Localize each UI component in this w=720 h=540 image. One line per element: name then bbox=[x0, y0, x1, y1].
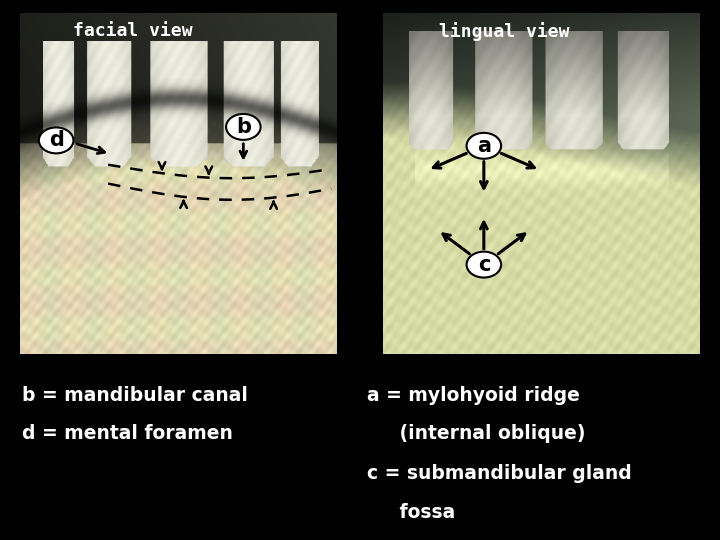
Circle shape bbox=[39, 127, 73, 153]
Text: d: d bbox=[49, 130, 63, 151]
Text: a = mylohyoid ridge: a = mylohyoid ridge bbox=[367, 386, 580, 405]
Text: fossa: fossa bbox=[367, 503, 456, 522]
Text: b = mandibular canal: b = mandibular canal bbox=[22, 386, 248, 405]
Text: facial view: facial view bbox=[73, 22, 193, 39]
Text: a: a bbox=[477, 136, 491, 156]
Circle shape bbox=[226, 114, 261, 140]
Circle shape bbox=[467, 252, 501, 278]
Text: b: b bbox=[236, 117, 251, 137]
Text: c: c bbox=[477, 254, 490, 275]
Text: (internal oblique): (internal oblique) bbox=[367, 424, 585, 443]
Text: lingual view: lingual view bbox=[438, 22, 570, 40]
Text: d = mental foramen: d = mental foramen bbox=[22, 424, 233, 443]
Text: c = submandibular gland: c = submandibular gland bbox=[367, 464, 632, 483]
Circle shape bbox=[467, 133, 501, 159]
